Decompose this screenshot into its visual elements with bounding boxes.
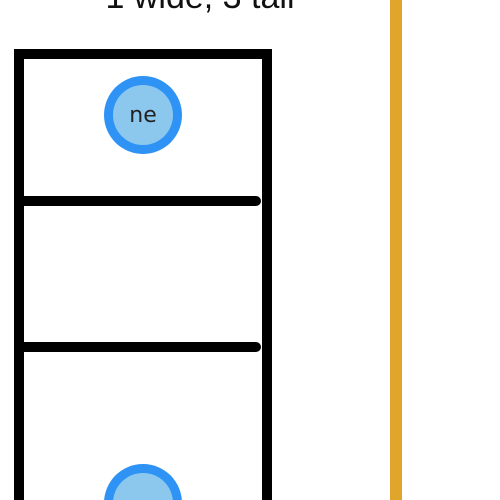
diagram-title: 1 wide, 3 tall [40, 0, 360, 17]
node-label: ne [113, 85, 173, 145]
node-ne: ne [104, 76, 182, 154]
grid-outline [14, 49, 272, 500]
row-divider-2 [18, 342, 261, 352]
row-divider-1 [18, 196, 261, 206]
node-label-partial [113, 473, 173, 500]
vertical-divider-line [390, 0, 402, 500]
